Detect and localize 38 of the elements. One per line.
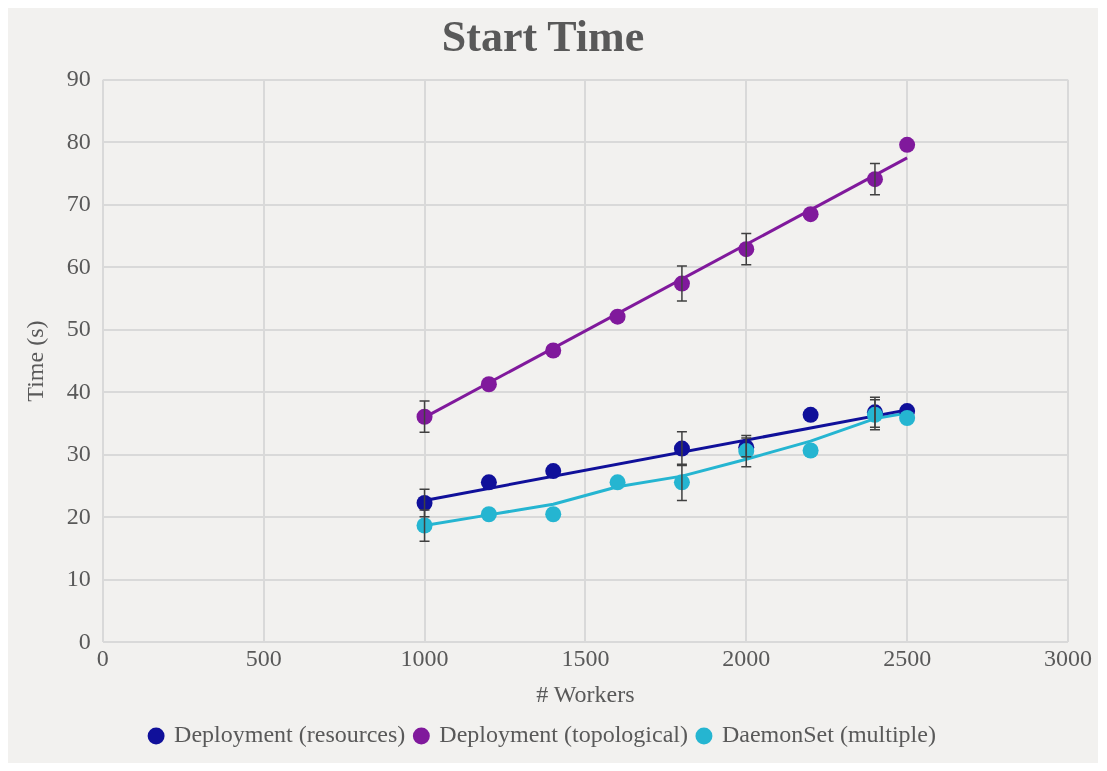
- y-tick-label: 60: [66, 252, 91, 279]
- point: [480, 474, 497, 491]
- y-tick-label: 50: [66, 315, 91, 342]
- y-tick-label: 70: [66, 190, 91, 217]
- x-tick-label: 3000: [1044, 645, 1092, 672]
- y-tick-label: 80: [66, 127, 91, 154]
- x-tick-label: 2500: [883, 645, 932, 672]
- point: [545, 463, 562, 480]
- point: [802, 206, 819, 223]
- y-tick-label: 0: [78, 627, 91, 654]
- y-tick-label: 30: [66, 440, 91, 467]
- chart-title: Start Time: [441, 11, 645, 61]
- x-tick-label: 1000: [400, 645, 449, 672]
- legend-label: Deployment (resources): [174, 721, 406, 748]
- x-tick-label: 1500: [561, 645, 610, 672]
- point: [609, 308, 626, 325]
- y-tick-label: 20: [66, 502, 91, 529]
- point: [738, 241, 755, 258]
- point: [416, 517, 433, 534]
- legend-label: DaemonSet (multiple): [721, 721, 936, 748]
- point: [802, 442, 819, 459]
- x-tick-label: 2000: [722, 645, 771, 672]
- point: [609, 474, 626, 491]
- y-tick-label: 40: [66, 377, 91, 404]
- point: [802, 406, 819, 423]
- point: [545, 506, 562, 523]
- x-axis-title: # Workers: [536, 680, 635, 707]
- y-tick-label: 90: [66, 65, 91, 92]
- point: [545, 342, 562, 359]
- legend-label: Deployment (topological): [439, 721, 688, 748]
- point: [480, 506, 497, 523]
- point: [899, 409, 916, 426]
- y-axis-title: Time (s): [21, 320, 48, 402]
- point: [480, 376, 497, 393]
- y-tick-label: 10: [66, 565, 91, 592]
- point: [899, 136, 916, 153]
- x-tick-label: 0: [96, 645, 109, 672]
- x-tick-label: 500: [245, 645, 282, 672]
